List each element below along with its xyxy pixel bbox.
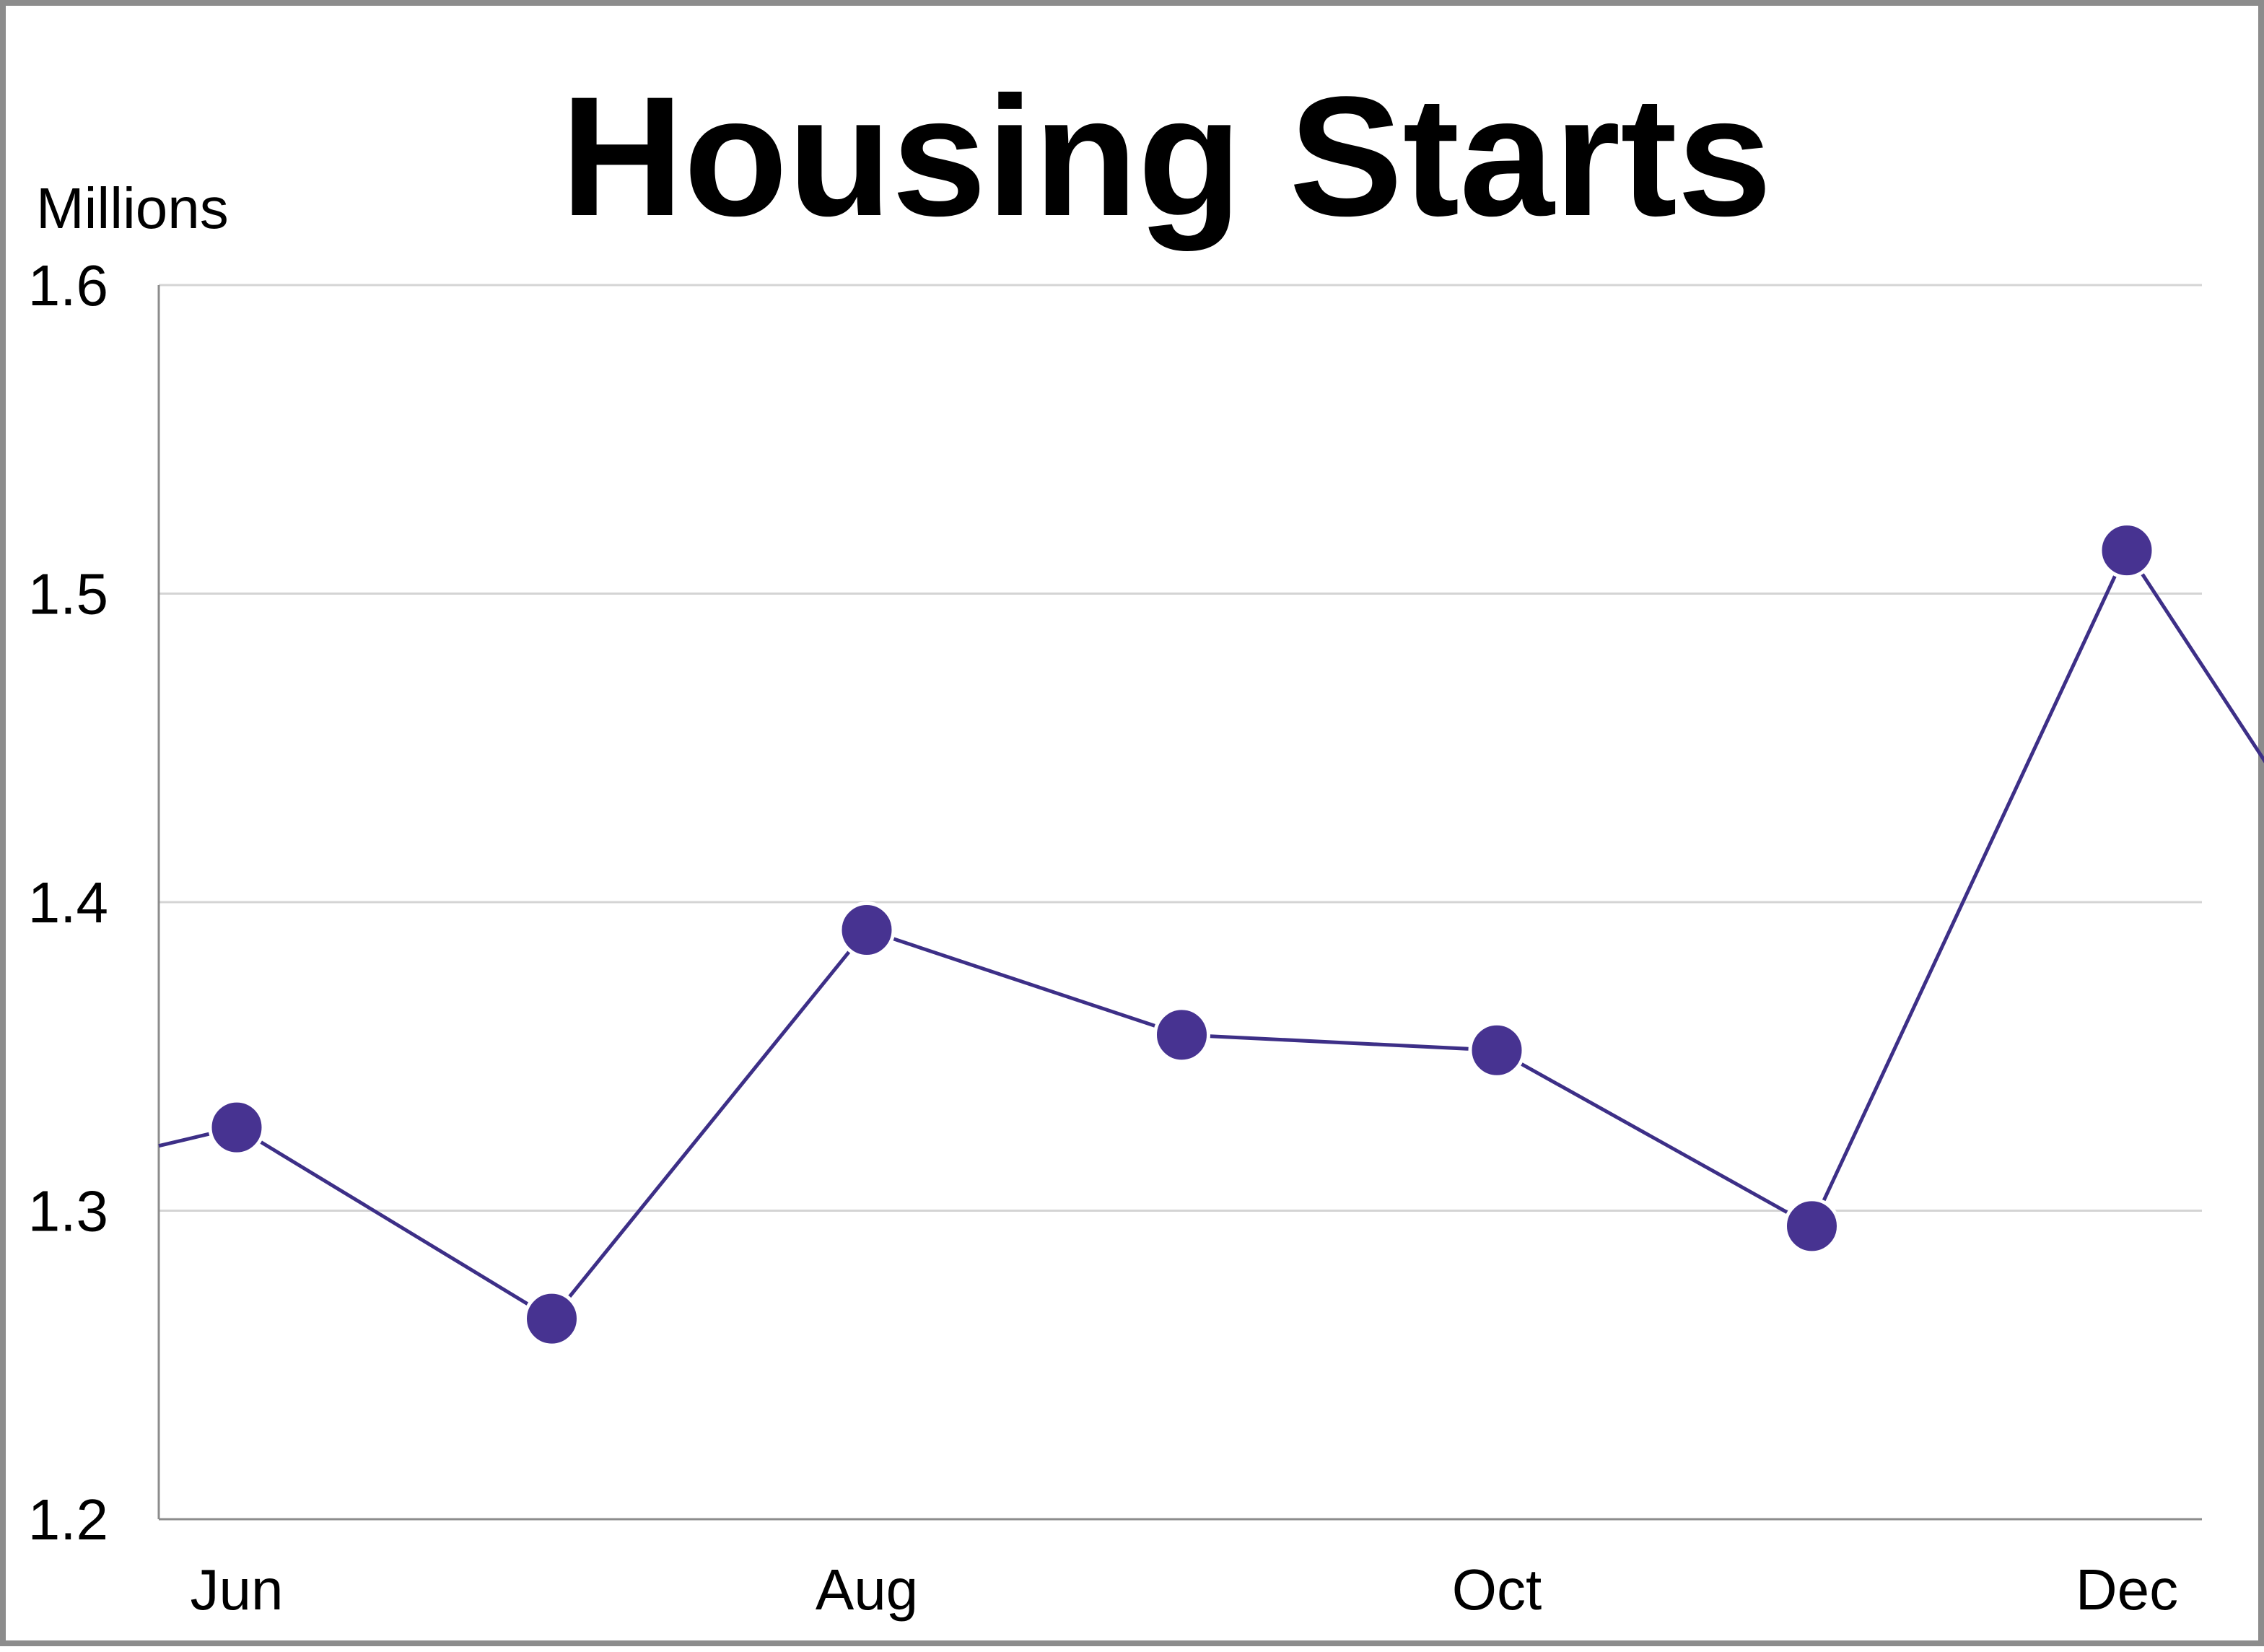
x-axis-ticks: JunAugOctDecFebAprJun [191,1557,2179,1622]
x-tick-label-aug-2: Aug [816,1557,918,1622]
data-point-nov-5 [1783,1197,1840,1255]
series-line [158,546,2264,1321]
y-axis-unit-label: Millions [36,176,229,240]
data-point-jun-0 [208,1098,266,1156]
x-tick-label-oct-4: Oct [1452,1557,1542,1622]
data-point-aug-2 [838,901,896,958]
y-tick-label-1.3: 1.3 [28,1179,108,1244]
data-point-jul-1 [523,1290,580,1347]
y-tick-label-1.4: 1.4 [28,870,108,935]
x-tick-label-jun-0: Jun [191,1557,284,1622]
axes [157,285,2202,1521]
y-tick-label-1.6: 1.6 [28,253,108,318]
y-axis-ticks: 1.2 1.3 1.4 1.5 1.6 [28,253,108,1552]
y-tick-label-1.5: 1.5 [28,562,108,626]
x-tick-label-dec-6: Dec [2076,1557,2178,1622]
data-point-oct-4 [1468,1021,1526,1079]
data-point-sep-3 [1153,1006,1210,1064]
data-point-dec-6 [2098,522,2156,580]
gridlines [159,284,2202,1212]
chart-title: Housing Starts [561,61,1772,252]
series-housing-starts [158,522,2264,1347]
line-chart: Housing Starts Millions 1.21.31.41.51.6 … [28,61,2264,1622]
y-tick-label-1.2: 1.2 [28,1487,108,1552]
